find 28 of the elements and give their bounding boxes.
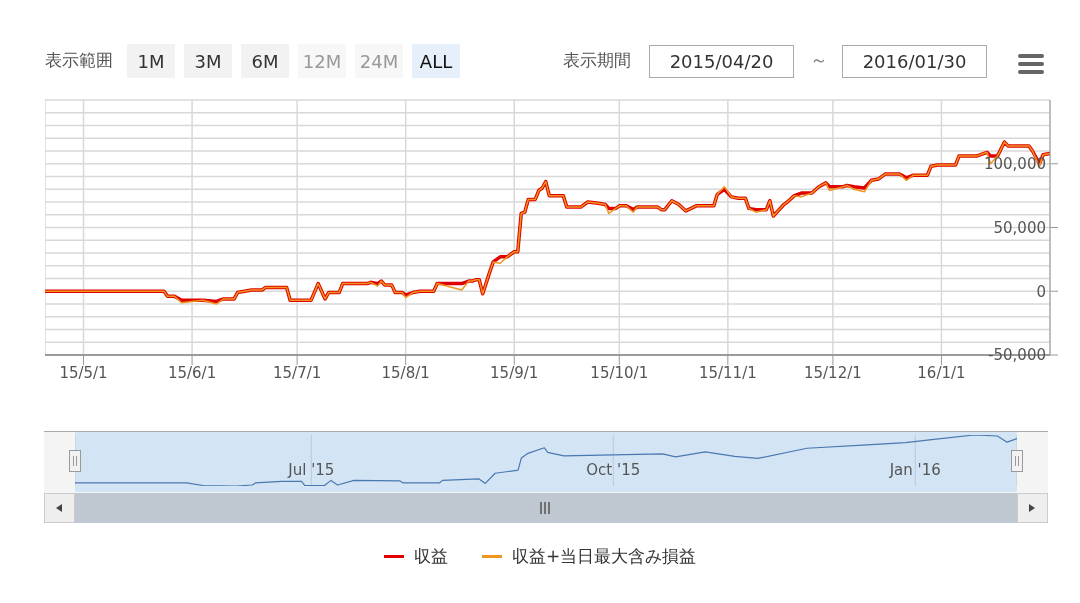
- range-button: 24M: [355, 44, 403, 78]
- y-tick-label: 100,000: [983, 155, 1046, 173]
- text: 表示範囲: [45, 49, 113, 72]
- date-field: 2015/04/20: [649, 45, 794, 78]
- range-button: 12M: [298, 44, 346, 78]
- range-button: 1M: [127, 44, 175, 78]
- date-field: 2016/01/30: [842, 45, 987, 78]
- x-tick-label: 15/10/1: [590, 363, 649, 382]
- legend-label: 収益: [413, 545, 448, 568]
- legend-label: 収益+当日最大含み損益: [511, 545, 697, 568]
- x-tick-label: Oct '15: [586, 461, 641, 479]
- x-tick-label: 15/7/1: [272, 363, 322, 382]
- x-tick-label: 15/6/1: [167, 363, 217, 382]
- x-tick-label: 15/9/1: [490, 363, 539, 382]
- x-tick-label: 15/5/1: [59, 363, 108, 382]
- x-tick-label: 15/12/1: [803, 363, 862, 382]
- x-tick-label: Jan '16: [888, 461, 941, 479]
- x-tick-label: 16/1/1: [917, 363, 966, 382]
- range-button: ALL: [412, 44, 460, 78]
- y-tick-label: 50,000: [993, 218, 1046, 237]
- x-tick-label: 15/8/1: [381, 363, 430, 382]
- text: ～: [810, 48, 828, 72]
- range-button: 3M: [184, 44, 232, 78]
- x-tick-label: Jul '15: [287, 461, 335, 479]
- text: 表示期間: [563, 49, 631, 72]
- y-tick-label: 0: [1036, 282, 1046, 301]
- range-button: 6M: [241, 44, 289, 78]
- x-tick-label: 15/11/1: [698, 363, 757, 382]
